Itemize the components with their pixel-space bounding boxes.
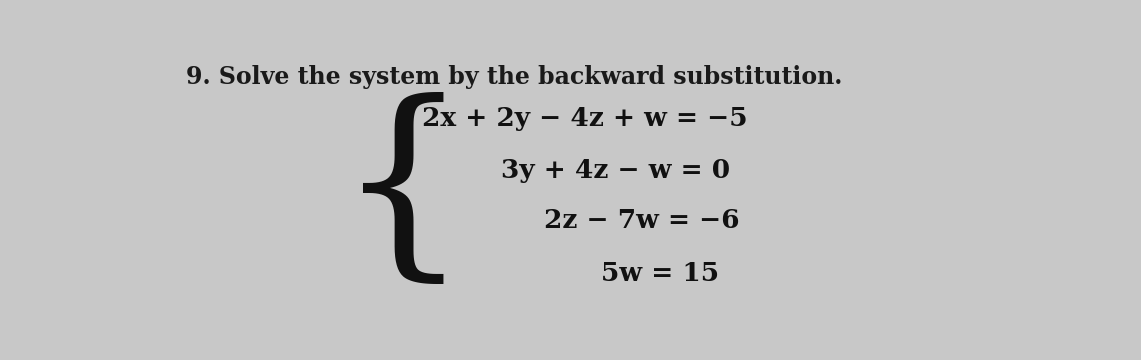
Text: 5w = 15: 5w = 15	[601, 261, 719, 286]
Text: 2z − 7w = −6: 2z − 7w = −6	[544, 208, 741, 233]
Text: 2x + 2y − 4z + w = −5: 2x + 2y − 4z + w = −5	[422, 105, 747, 131]
Text: 3y + 4z − w = 0: 3y + 4z − w = 0	[501, 158, 730, 183]
Text: {: {	[338, 93, 470, 293]
Text: 9. Solve the system by the backward substitution.: 9. Solve the system by the backward subs…	[186, 66, 842, 89]
